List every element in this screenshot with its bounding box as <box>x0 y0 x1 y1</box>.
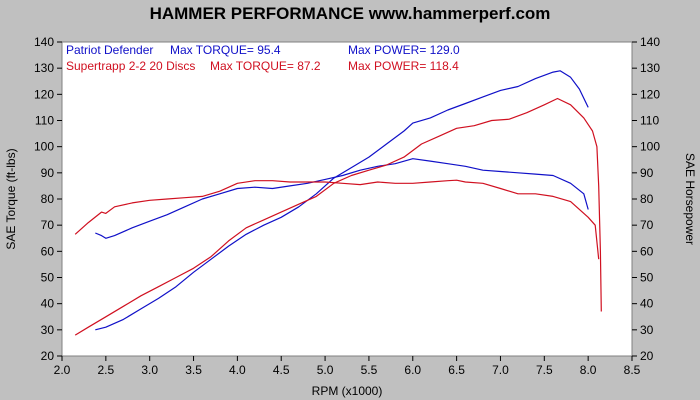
series-1-torque-line <box>74 179 600 260</box>
axis-ticks: 2.0 2.5 3.0 3.5 4.0 4.5 5.0 5.5 6.0 6.5 7.0 7.5 8.0 8… <box>34 35 660 377</box>
y-tick-label-left: 70 <box>41 218 55 232</box>
y-tick-label-left: 80 <box>41 192 55 206</box>
legend-torque-1: Max TORQUE= 87.2 <box>210 59 321 73</box>
x-tick-label: 5.0 <box>317 363 334 377</box>
y-tick-label-right: 30 <box>640 323 654 337</box>
y-axis-label-right: SAE Horsepower <box>683 153 697 245</box>
series-lines <box>74 70 602 336</box>
y-tick-label-right: 130 <box>640 61 660 75</box>
x-tick-label: 7.5 <box>536 363 553 377</box>
y-tick-label-right: 110 <box>640 114 659 128</box>
y-tick-label-right: 140 <box>640 35 660 49</box>
x-tick-label: 6.5 <box>448 363 465 377</box>
x-tick-label: 2.0 <box>54 363 71 377</box>
y-tick-label-right: 20 <box>640 349 654 363</box>
y-tick-label-left: 40 <box>41 297 55 311</box>
x-tick-label: 4.0 <box>229 363 246 377</box>
y-tick-label-left: 30 <box>41 323 55 337</box>
y-tick-label-right: 40 <box>640 297 654 311</box>
x-tick-label: 8.0 <box>580 363 597 377</box>
y-tick-label-left: 120 <box>34 87 54 101</box>
y-axis-label-left: SAE Torque (ft-lbs) <box>4 148 18 249</box>
x-tick-label: 8.5 <box>624 363 641 377</box>
y-tick-label-left: 90 <box>41 166 55 180</box>
chart-title: HAMMER PERFORMANCE www.hammerperf.com <box>150 4 551 23</box>
y-tick-label-left: 140 <box>34 35 54 49</box>
legend-name-1: Supertrapp 2-2 20 Discs <box>66 59 195 73</box>
x-tick-label: 6.0 <box>404 363 421 377</box>
plot-area <box>61 41 633 357</box>
x-tick-label: 7.0 <box>492 363 509 377</box>
x-tick-label: 3.0 <box>141 363 158 377</box>
y-tick-label-right: 80 <box>640 192 654 206</box>
legend-name-0: Patriot Defender <box>66 43 153 57</box>
x-tick-label: 5.5 <box>361 363 378 377</box>
y-tick-label-right: 100 <box>640 140 660 154</box>
legend: Patriot Defender Max TORQUE= 95.4 Max PO… <box>66 43 460 73</box>
y-tick-label-right: 120 <box>640 87 660 101</box>
legend-power-1: Max POWER= 118.4 <box>348 59 459 73</box>
y-tick-label-right: 70 <box>640 218 654 232</box>
y-tick-label-left: 130 <box>34 61 54 75</box>
x-tick-label: 2.5 <box>98 363 115 377</box>
y-tick-label-left: 110 <box>35 114 54 128</box>
y-tick-label-right: 50 <box>640 271 654 285</box>
y-tick-label-left: 60 <box>41 244 55 258</box>
y-tick-label-right: 60 <box>640 244 654 258</box>
legend-power-0: Max POWER= 129.0 <box>348 43 460 57</box>
x-tick-label: 4.5 <box>273 363 290 377</box>
series-1-power-line <box>74 97 602 336</box>
series-0-power-line <box>95 70 589 331</box>
y-tick-label-right: 90 <box>640 166 654 180</box>
x-axis-label: RPM (x1000) <box>312 384 383 398</box>
y-tick-label-left: 100 <box>34 140 54 154</box>
y-tick-label-left: 20 <box>41 349 55 363</box>
x-tick-label: 3.5 <box>185 363 202 377</box>
y-tick-label-left: 50 <box>41 271 55 285</box>
legend-torque-0: Max TORQUE= 95.4 <box>170 43 281 57</box>
